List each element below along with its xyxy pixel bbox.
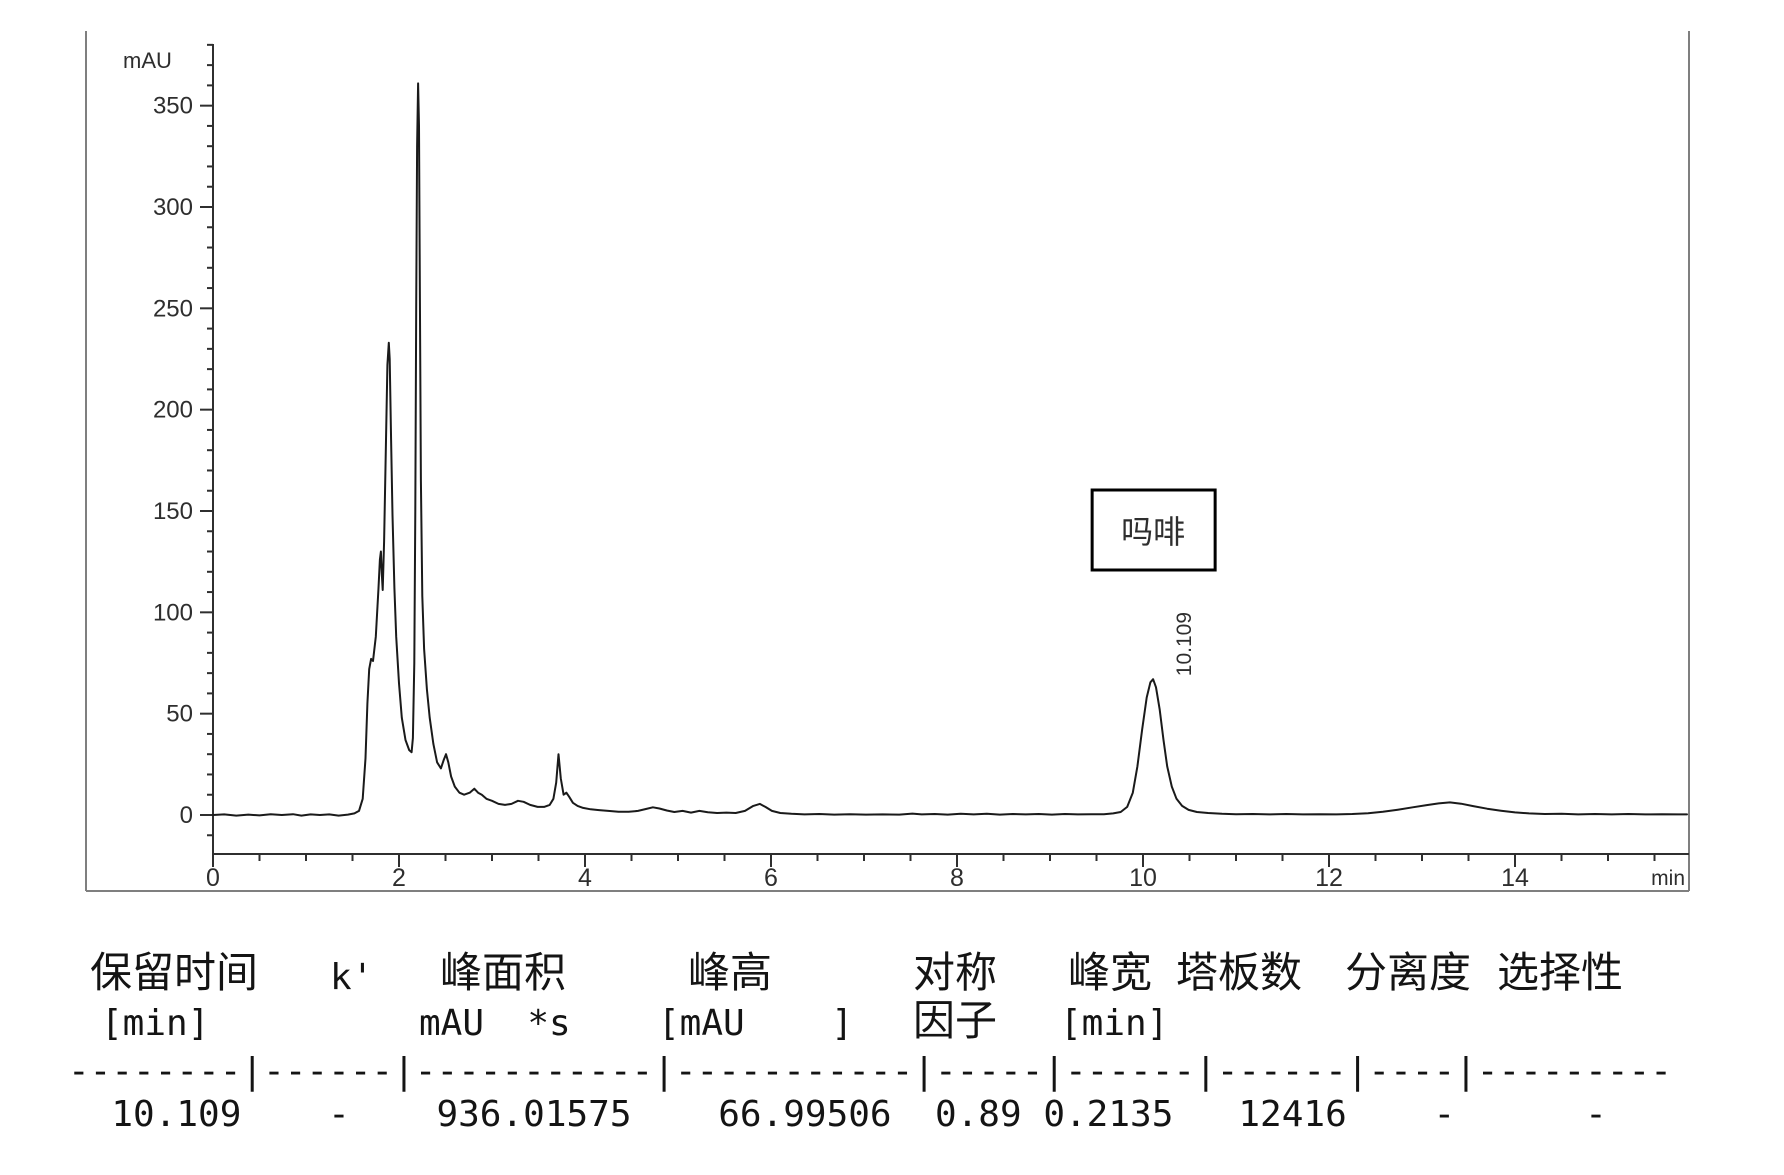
y-tick-label: 50 (166, 701, 193, 728)
y-tick-label: 350 (153, 93, 193, 120)
x-tick-label: 2 (392, 864, 406, 892)
y-tick-label: 200 (153, 397, 193, 424)
x-tick-label: 10 (1129, 864, 1157, 892)
table-header-cell: 分离度 (1345, 948, 1472, 997)
y-tick-label: 150 (153, 498, 193, 525)
y-tick-label: 0 (180, 802, 193, 829)
table-unit-cell: [min] (101, 1003, 210, 1044)
y-axis-unit-label: mAU (123, 48, 172, 73)
table-header-cell: 塔板数 (1176, 948, 1303, 997)
peak-annotation-box (1090, 488, 1217, 572)
table-unit-cell: [min] (1060, 1003, 1169, 1044)
x-tick-label: 12 (1315, 864, 1343, 892)
x-tick-label: 14 (1501, 864, 1529, 892)
table-unit-cell: mAU *s (419, 1003, 571, 1044)
table-unit-cell: [mAU ] (658, 1003, 854, 1044)
table-header-cell: 对称 (913, 948, 998, 997)
x-tick-label: 6 (764, 864, 778, 892)
chromatogram-trace (212, 82, 1688, 817)
y-tick-label: 100 (153, 599, 193, 626)
y-tick-label: 300 (153, 194, 193, 221)
table-header-cell: 峰宽 (1068, 948, 1153, 997)
table-data-row: 10.109 - 936.01575 66.99506 0.89 0.2135 … (68, 1094, 1607, 1135)
peak-compound-label: 吗啡 (1121, 513, 1185, 551)
x-axis-unit-label: min (1651, 867, 1685, 890)
peak-retention-label: 10.109 (1173, 612, 1196, 676)
table-header-cell: k' (330, 957, 374, 998)
x-tick-label: 4 (578, 864, 592, 892)
x-tick-label: 8 (950, 864, 964, 892)
chromatogram-plot: 0 50 100 150 200 250 300 350 mAU 0 2 4 6 8 10 12 14 min 吗啡… (85, 31, 1690, 892)
x-tick-label: 0 (206, 864, 220, 892)
table-separator: --------|------|-----------|-----------|… (68, 1051, 1672, 1092)
table-header-cell: 峰面积 (440, 948, 567, 997)
table-header-cell: 保留时间 (90, 948, 259, 997)
table-unit-cell: 因子 (913, 996, 998, 1045)
table-header-cell: 选择性 (1497, 948, 1624, 997)
y-tick-label: 250 (153, 295, 193, 322)
table-header-cell: 峰高 (688, 948, 773, 997)
